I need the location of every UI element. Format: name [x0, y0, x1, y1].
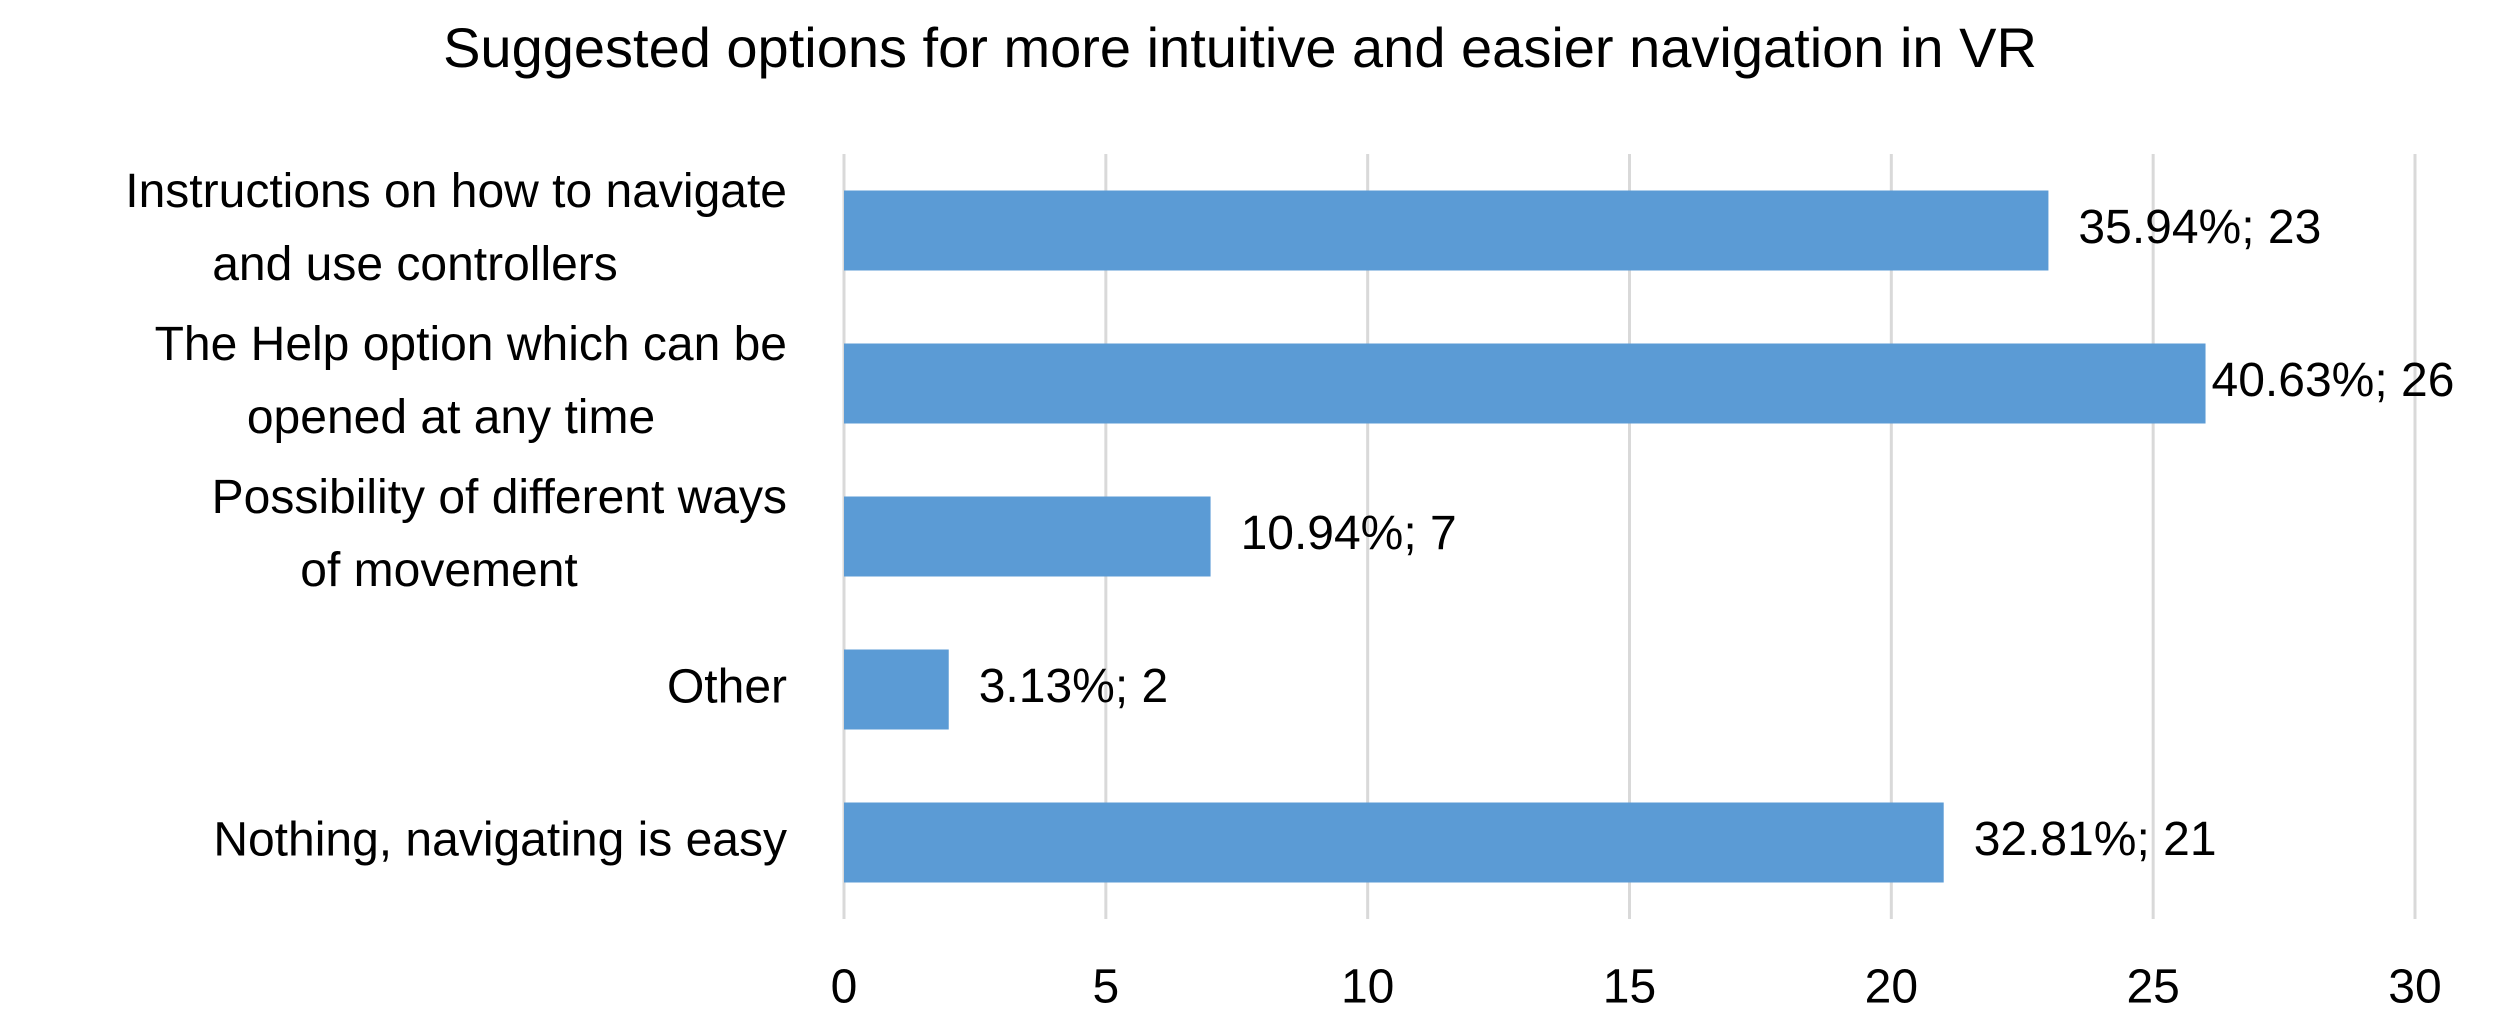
x-tick-label: 5 [1092, 961, 1119, 1014]
x-tick-label: 20 [1865, 961, 1918, 1014]
y-tick-label: Nothing, navigating is easy [213, 813, 787, 866]
bar [844, 496, 1211, 577]
bar [844, 802, 1944, 883]
y-tick-label: Possibility of different ways of movement [212, 471, 787, 597]
data-label: 32.81%; 21 [1974, 813, 2217, 866]
data-label: 10.94%; 7 [1241, 507, 1457, 560]
bar [844, 190, 2049, 271]
y-tick-label: Other [667, 660, 787, 713]
data-label: 3.13%; 2 [979, 660, 1168, 713]
x-tick-label: 25 [2126, 961, 2179, 1014]
x-tick-label: 30 [2388, 961, 2441, 1014]
chart-title: Suggested options for more intuitive and… [443, 16, 2037, 79]
bar [844, 649, 949, 730]
data-label: 40.63%; 26 [2212, 354, 2455, 407]
y-tick-label: The Help option which can be opened at an… [155, 318, 787, 444]
bar [844, 343, 2206, 424]
x-tick-label: 0 [831, 961, 858, 1014]
data-label: 35.94%; 23 [2078, 201, 2321, 254]
x-tick-label: 15 [1603, 961, 1656, 1014]
x-tick-label: 10 [1341, 961, 1394, 1014]
y-tick-label: Instructions on how to navigate and use c… [125, 165, 787, 291]
